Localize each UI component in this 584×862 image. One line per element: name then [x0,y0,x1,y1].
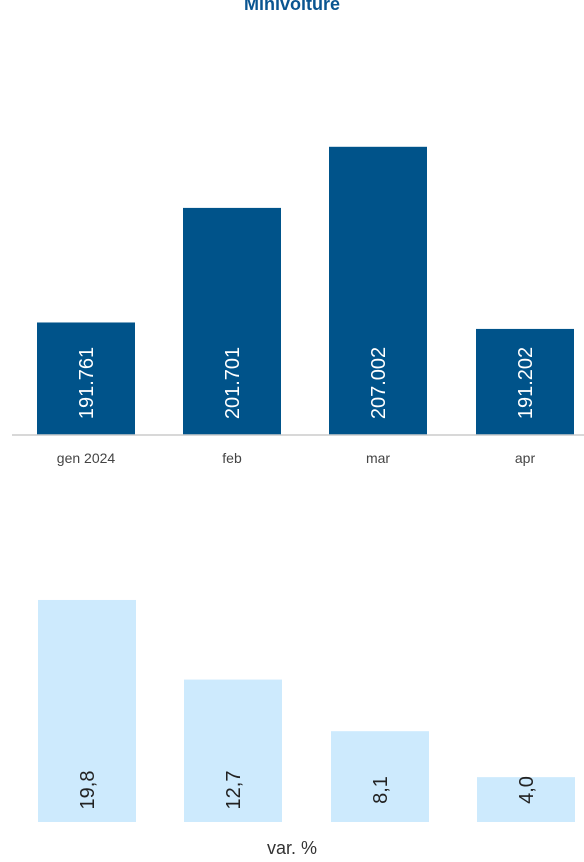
chart-title: Minivolture [0,0,584,20]
x-tick-label: gen 2024 [57,450,116,466]
percent-change-bar [184,679,282,822]
volume-bar-value-label: 191.761 [76,347,98,419]
volume-bar-value-label: 191.202 [515,347,537,419]
monthly-volume-bars: 191.761 201.701 207.002 191.202 [37,146,574,436]
volume-bar [476,328,574,435]
chart-title-text: Minivolture [243,0,340,14]
x-axis-tick-labels: gen 2024 feb mar apr [57,450,536,466]
percent-change-value-label: 8,1 [370,776,392,804]
percent-change-value-label: 4,0 [516,776,538,804]
percent-change-value-label: 19,8 [77,771,99,810]
percent-change-bar [477,777,575,822]
x-tick-label: apr [515,450,536,466]
monthly-volume-bar-chart: 191.761 201.701 207.002 191.202 gen 2024 feb… [12,146,584,466]
percent-change-bars: 19,8 12,7 8,1 4,0 [38,599,575,822]
percent-change-axis-label: var. % [266,838,318,858]
volume-bar-value-label: 207.002 [368,347,390,419]
x-tick-label: mar [366,450,390,466]
percent-change-value-label: 12,7 [223,771,245,810]
percent-change-bar [331,731,429,822]
volume-bar-value-label: 201.701 [222,347,244,419]
x-tick-label: feb [222,450,242,466]
volume-bar [183,207,281,435]
percent-change-bar [38,599,136,822]
volume-bar [37,322,135,435]
volume-bar [329,146,427,436]
